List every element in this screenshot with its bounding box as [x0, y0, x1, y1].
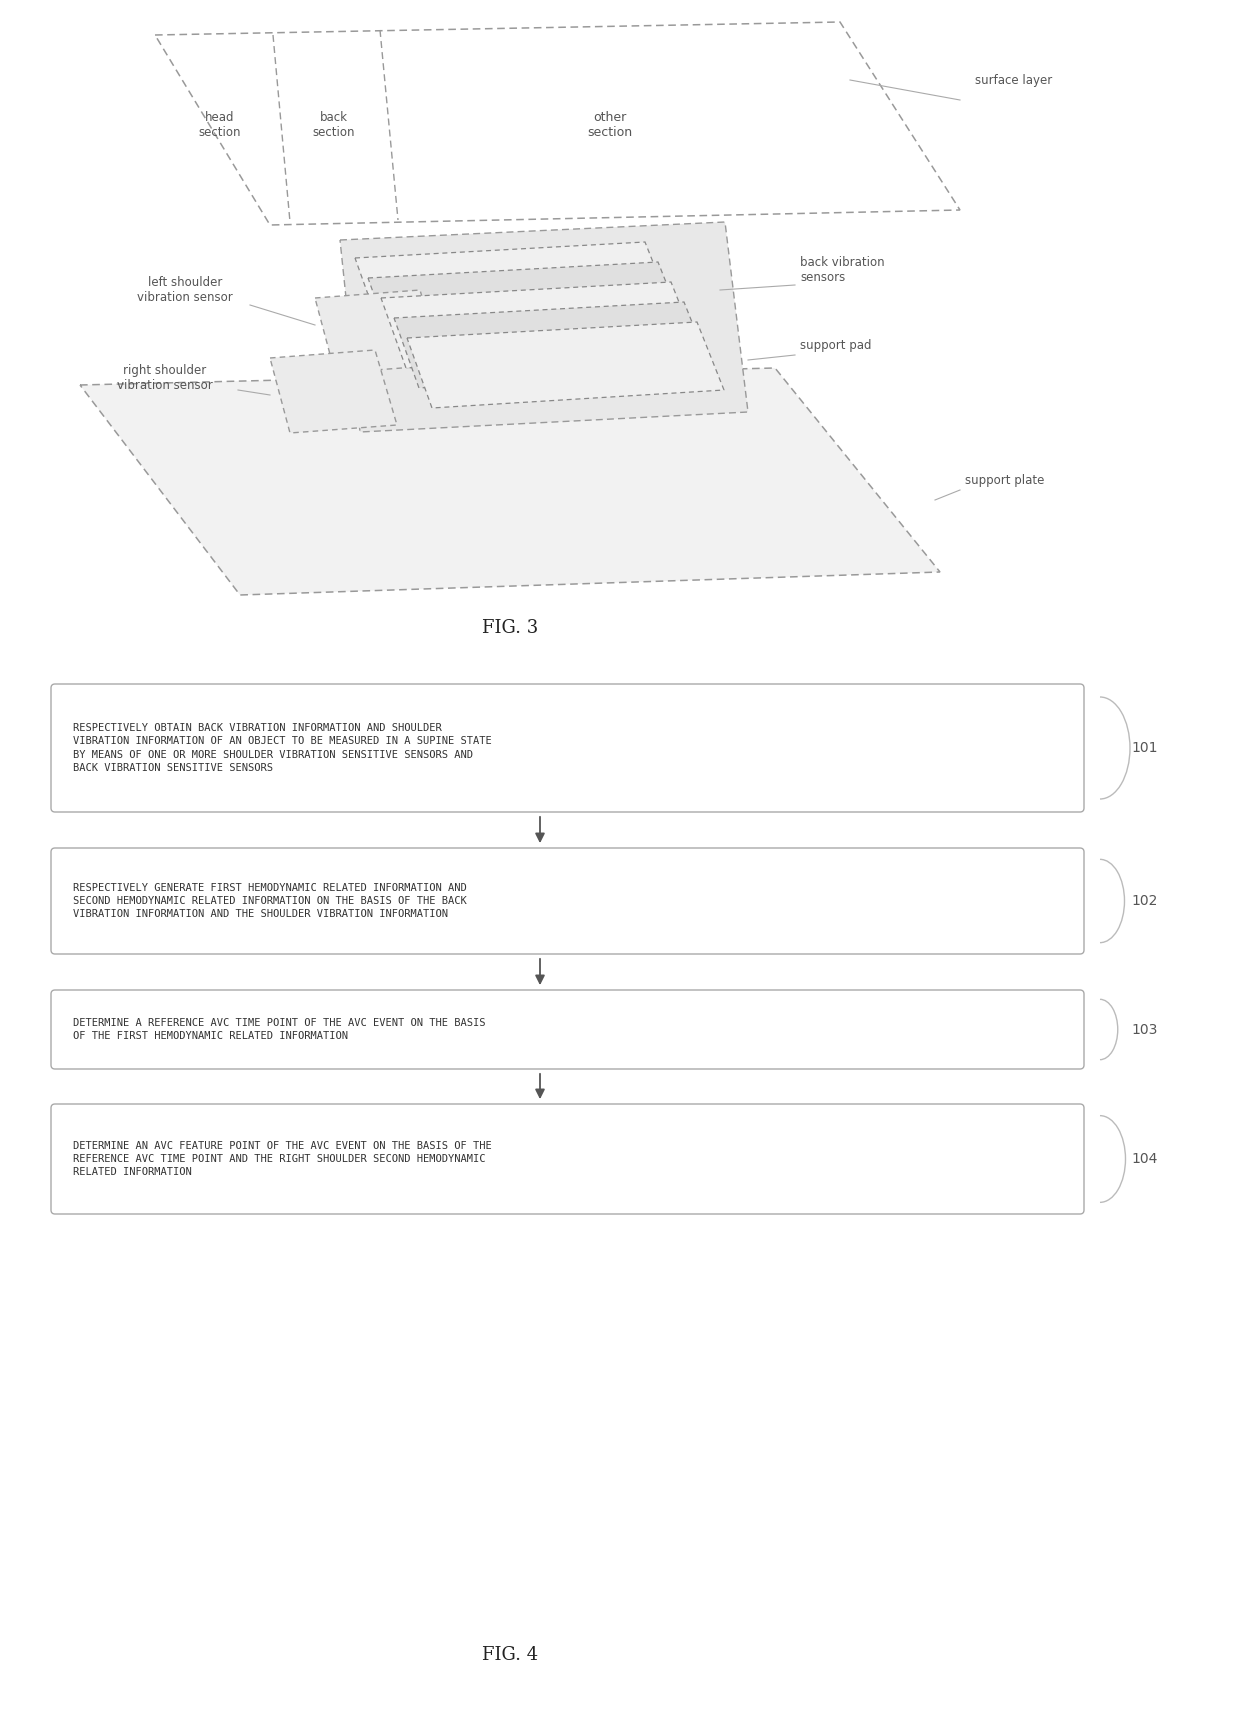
Polygon shape [355, 242, 672, 327]
Text: head
section: head section [198, 111, 242, 139]
FancyBboxPatch shape [51, 991, 1084, 1070]
Polygon shape [407, 322, 724, 408]
Polygon shape [315, 290, 441, 374]
FancyBboxPatch shape [51, 684, 1084, 812]
Text: 101: 101 [1132, 740, 1158, 754]
Text: FIG. 3: FIG. 3 [482, 619, 538, 638]
Text: surface layer: surface layer [975, 74, 1053, 86]
Polygon shape [270, 350, 397, 434]
Polygon shape [340, 223, 748, 432]
Text: DETERMINE AN AVC FEATURE POINT OF THE AVC EVENT ON THE BASIS OF THE
REFERENCE AV: DETERMINE AN AVC FEATURE POINT OF THE AV… [73, 1142, 492, 1178]
Text: RESPECTIVELY OBTAIN BACK VIBRATION INFORMATION AND SHOULDER
VIBRATION INFORMATIO: RESPECTIVELY OBTAIN BACK VIBRATION INFOR… [73, 723, 492, 773]
Text: DETERMINE A REFERENCE AVC TIME POINT OF THE AVC EVENT ON THE BASIS
OF THE FIRST : DETERMINE A REFERENCE AVC TIME POINT OF … [73, 1018, 486, 1040]
Polygon shape [381, 283, 698, 369]
Polygon shape [155, 22, 960, 225]
Text: back vibration
sensors: back vibration sensors [800, 255, 884, 285]
Text: back
section: back section [312, 111, 355, 139]
Text: left shoulder
vibration sensor: left shoulder vibration sensor [138, 276, 233, 303]
Text: 104: 104 [1132, 1152, 1158, 1166]
Text: support pad: support pad [800, 338, 872, 351]
Text: support plate: support plate [965, 473, 1044, 487]
Text: other
section: other section [588, 111, 632, 139]
Polygon shape [394, 302, 711, 387]
Text: FIG. 4: FIG. 4 [482, 1645, 538, 1664]
Text: 103: 103 [1132, 1023, 1158, 1037]
Text: 102: 102 [1132, 895, 1158, 908]
Text: RESPECTIVELY GENERATE FIRST HEMODYNAMIC RELATED INFORMATION AND
SECOND HEMODYNAM: RESPECTIVELY GENERATE FIRST HEMODYNAMIC … [73, 883, 466, 919]
Text: right shoulder
vibration sensor: right shoulder vibration sensor [117, 363, 213, 393]
Polygon shape [81, 369, 940, 595]
Polygon shape [368, 262, 684, 348]
FancyBboxPatch shape [51, 848, 1084, 955]
FancyBboxPatch shape [51, 1104, 1084, 1214]
